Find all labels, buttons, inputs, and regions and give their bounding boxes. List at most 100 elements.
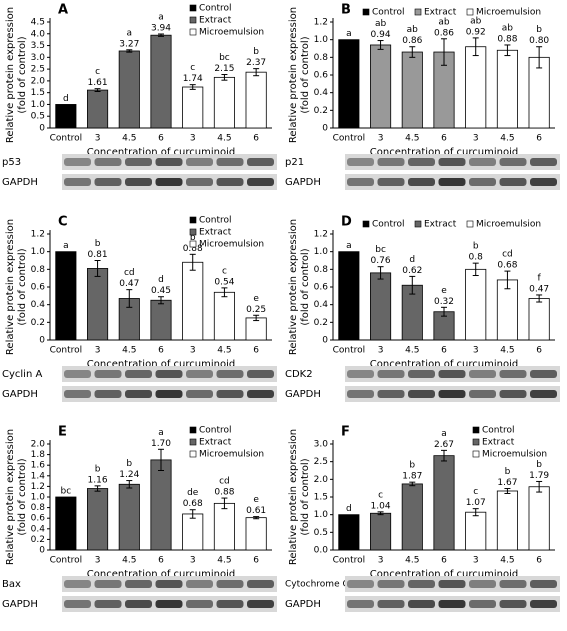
blot-band (155, 370, 183, 378)
legend-label: Control (199, 216, 232, 226)
value-label: 3.27 (119, 39, 139, 49)
x-tick-label: 4.5 (500, 346, 514, 356)
blot-band (438, 158, 466, 166)
x-tick-label: 4.5 (122, 134, 136, 144)
value-label: 3.94 (151, 24, 171, 34)
y-tick-label: 2.0 (31, 440, 46, 450)
bar (182, 513, 204, 551)
significance-letter: e (253, 495, 259, 505)
x-tick-label: 4.5 (405, 346, 419, 356)
error-bar (189, 253, 196, 271)
blot-band (530, 370, 557, 378)
bar (528, 298, 550, 341)
value-label: 0.88 (183, 244, 203, 254)
bar (338, 514, 360, 551)
y-tick-label: 1.0 (314, 247, 329, 257)
bar (496, 490, 518, 551)
x-tick-label: 3 (95, 134, 101, 144)
blot-band (347, 370, 374, 378)
significance-letter: b (190, 233, 196, 243)
significance-letter: a (158, 13, 164, 23)
blot-band (94, 178, 122, 186)
legend-swatch (189, 16, 197, 24)
error-bar (221, 287, 228, 298)
x-tick-label: 3 (190, 134, 196, 144)
y-tick-label: 0 (322, 124, 328, 134)
panel-letter: A (58, 3, 68, 18)
blot-label: GAPDH (2, 389, 38, 400)
blot-band (155, 580, 183, 588)
blot-band (125, 178, 152, 186)
bar (338, 39, 360, 129)
blot-band (499, 580, 527, 588)
y-tick-label: 1.5 (31, 88, 45, 98)
legend-swatch (189, 28, 197, 36)
error-bar (441, 38, 447, 66)
legend-label: Microemulsion (199, 450, 264, 460)
blot-band (64, 600, 91, 608)
value-label: 1.87 (402, 472, 422, 482)
y-axis-label: Relative protein expression (288, 429, 299, 565)
blot-band (186, 600, 213, 608)
x-tick-label: 3 (190, 346, 196, 356)
blot-label: GAPDH (285, 599, 321, 610)
x-tick-label: Control (50, 346, 83, 356)
significance-letter: f (538, 273, 542, 283)
x-axis-label: Concentration of curcuminoid (370, 147, 518, 158)
error-bar (504, 488, 511, 494)
x-tick-label: 3 (473, 346, 479, 356)
x-tick-label: 6 (158, 556, 164, 566)
y-tick-label: 0.8 (314, 53, 329, 63)
error-bar (189, 509, 196, 519)
significance-letter: b (253, 47, 259, 57)
significance-letter: d (158, 275, 164, 285)
error-bar (409, 481, 416, 487)
blot-band (216, 158, 244, 166)
significance-letter: c (95, 67, 100, 77)
x-tick-label: 6 (536, 556, 542, 566)
x-tick-label: 6 (158, 346, 164, 356)
error-bar (94, 485, 101, 492)
blot-band (438, 390, 466, 398)
bar (465, 46, 487, 129)
y-tick-label: 0.6 (31, 283, 46, 293)
x-tick-label: Control (333, 134, 366, 144)
bar (245, 317, 267, 341)
value-label: 0.32 (434, 297, 454, 307)
blot-band (125, 580, 152, 588)
legend-swatch (189, 426, 197, 434)
value-label: 0.81 (88, 250, 108, 260)
blot-band (469, 370, 496, 378)
bar (401, 483, 423, 551)
bar (528, 486, 550, 551)
blot-band (186, 580, 213, 588)
blot-band (347, 580, 374, 588)
y-tick-label: 1.2 (31, 230, 45, 240)
y-tick-label: 0.0 (314, 546, 329, 556)
legend-label: Extract (482, 438, 515, 448)
legend-label: Control (372, 8, 405, 18)
value-label: 1.16 (88, 475, 108, 485)
significance-letter: c (473, 487, 478, 497)
blot-band (216, 600, 244, 608)
y-tick-label: 0.6 (314, 71, 329, 81)
bar (245, 71, 267, 129)
blot-band (347, 600, 374, 608)
x-tick-label: 6 (441, 134, 447, 144)
x-tick-label: 3 (378, 134, 384, 144)
blot-band (247, 178, 274, 186)
significance-letter: a (127, 28, 133, 38)
blot-label: Bax (2, 579, 21, 590)
bar (182, 261, 204, 341)
panel-letter: E (58, 425, 67, 440)
y-tick-label: 1.0 (314, 510, 329, 520)
blot-band (155, 600, 183, 608)
y-tick-label: 2.5 (31, 65, 45, 75)
y-axis-label: Relative protein expression (5, 7, 16, 143)
bar (150, 299, 172, 341)
x-tick-label: 4.5 (122, 346, 136, 356)
y-tick-label: 1.0 (31, 100, 46, 110)
legend-swatch (466, 8, 474, 16)
blot-band (530, 580, 557, 588)
y-tick-label: 0.6 (314, 283, 329, 293)
